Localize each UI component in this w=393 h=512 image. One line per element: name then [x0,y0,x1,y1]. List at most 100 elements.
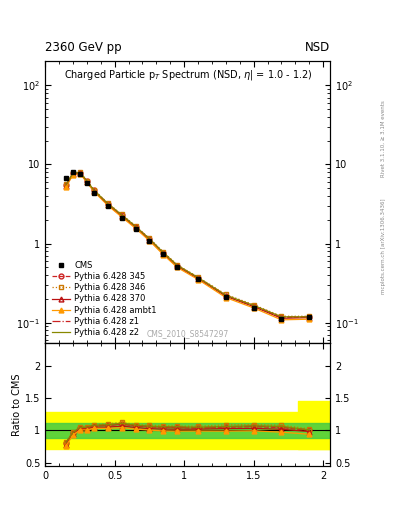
Pythia 6.428 ambt1 [92,188,96,195]
Pythia 6.428 z2 [175,262,180,268]
Pythia 6.428 345 [251,303,256,309]
Pythia 6.428 345 [147,236,152,242]
Pythia 6.428 z2 [92,187,96,193]
CMS [147,238,152,244]
Pythia 6.428 z1 [251,303,256,309]
Pythia 6.428 345 [119,212,124,218]
CMS [84,180,89,186]
Pythia 6.428 ambt1 [196,276,200,283]
CMS [105,203,110,209]
Pythia 6.428 z1 [147,236,152,242]
Line: Pythia 6.428 ambt1: Pythia 6.428 ambt1 [64,171,312,322]
Text: mcplots.cern.ch [arXiv:1306.3436]: mcplots.cern.ch [arXiv:1306.3436] [381,198,386,293]
Pythia 6.428 z2 [64,182,68,188]
Pythia 6.428 370 [77,170,82,176]
Pythia 6.428 ambt1 [64,184,68,190]
Pythia 6.428 z1 [71,170,75,177]
CMS [71,169,75,175]
Pythia 6.428 345 [196,275,200,281]
Pythia 6.428 345 [161,250,166,256]
CMS [119,216,124,222]
Pythia 6.428 370 [147,237,152,243]
Pythia 6.428 345 [92,187,96,194]
Pythia 6.428 345 [71,170,75,177]
Pythia 6.428 ambt1 [161,251,166,258]
Pythia 6.428 370 [71,171,75,177]
Text: NSD: NSD [305,41,330,54]
Pythia 6.428 ambt1 [251,305,256,311]
Pythia 6.428 z1 [307,314,312,320]
Pythia 6.428 z1 [77,169,82,176]
Line: Pythia 6.428 370: Pythia 6.428 370 [64,171,312,321]
Pythia 6.428 ambt1 [133,225,138,231]
Pythia 6.428 345 [77,169,82,176]
Pythia 6.428 370 [175,263,180,269]
Pythia 6.428 346 [224,291,228,297]
Pythia 6.428 345 [175,263,180,269]
Pythia 6.428 z1 [196,275,200,281]
Pythia 6.428 z2 [307,314,312,320]
Pythia 6.428 346 [119,211,124,218]
Pythia 6.428 z2 [147,236,152,242]
Pythia 6.428 z1 [92,187,96,193]
Pythia 6.428 346 [64,181,68,187]
Pythia 6.428 ambt1 [175,264,180,270]
Pythia 6.428 z2 [224,292,228,298]
Pythia 6.428 ambt1 [119,214,124,220]
Pythia 6.428 346 [105,200,110,206]
Legend: CMS, Pythia 6.428 345, Pythia 6.428 346, Pythia 6.428 370, Pythia 6.428 ambt1, P: CMS, Pythia 6.428 345, Pythia 6.428 346,… [50,259,160,339]
Pythia 6.428 ambt1 [147,238,152,244]
Pythia 6.428 370 [224,293,228,300]
Pythia 6.428 z1 [105,201,110,207]
Line: Pythia 6.428 345: Pythia 6.428 345 [64,170,312,320]
Pythia 6.428 345 [64,182,68,188]
Pythia 6.428 ambt1 [77,170,82,177]
Pythia 6.428 z2 [279,314,284,320]
Text: Charged Particle p$_T$ Spectrum (NSD, $\eta$| = 1.0 - 1.2): Charged Particle p$_T$ Spectrum (NSD, $\… [64,69,312,82]
CMS [279,316,284,322]
Pythia 6.428 ambt1 [224,294,228,301]
Pythia 6.428 z1 [224,292,228,298]
CMS [307,314,312,320]
Line: Pythia 6.428 z2: Pythia 6.428 z2 [66,173,309,317]
Pythia 6.428 346 [92,186,96,193]
CMS [92,189,96,196]
Pythia 6.428 345 [84,178,89,184]
Pythia 6.428 346 [279,313,284,319]
Pythia 6.428 345 [224,292,228,298]
Pythia 6.428 z2 [251,302,256,308]
Pythia 6.428 370 [92,188,96,194]
Pythia 6.428 z1 [175,262,180,268]
CMS [175,264,180,270]
Pythia 6.428 346 [147,236,152,242]
Pythia 6.428 z2 [161,249,166,255]
Pythia 6.428 370 [161,251,166,257]
Pythia 6.428 z1 [64,182,68,188]
CMS [196,276,200,282]
Pythia 6.428 370 [105,202,110,208]
Pythia 6.428 z2 [196,274,200,281]
Pythia 6.428 370 [84,179,89,185]
Pythia 6.428 z1 [119,212,124,218]
Line: Pythia 6.428 346: Pythia 6.428 346 [64,169,312,318]
Pythia 6.428 345 [105,201,110,207]
Pythia 6.428 z2 [84,178,89,184]
Pythia 6.428 346 [77,169,82,175]
Text: CMS_2010_S8547297: CMS_2010_S8547297 [147,329,229,338]
Pythia 6.428 ambt1 [84,179,89,185]
Y-axis label: Ratio to CMS: Ratio to CMS [12,373,22,436]
Pythia 6.428 346 [196,274,200,280]
Text: Rivet 3.1.10, ≥ 3.1M events: Rivet 3.1.10, ≥ 3.1M events [381,100,386,177]
Pythia 6.428 z2 [119,212,124,218]
Pythia 6.428 370 [279,315,284,322]
CMS [161,251,166,258]
Pythia 6.428 z1 [161,250,166,256]
Pythia 6.428 370 [307,314,312,321]
Line: CMS: CMS [64,169,312,322]
Pythia 6.428 346 [175,262,180,268]
CMS [251,305,256,311]
Pythia 6.428 370 [196,275,200,282]
Pythia 6.428 z1 [133,223,138,229]
Pythia 6.428 346 [161,249,166,255]
Pythia 6.428 z1 [84,178,89,184]
